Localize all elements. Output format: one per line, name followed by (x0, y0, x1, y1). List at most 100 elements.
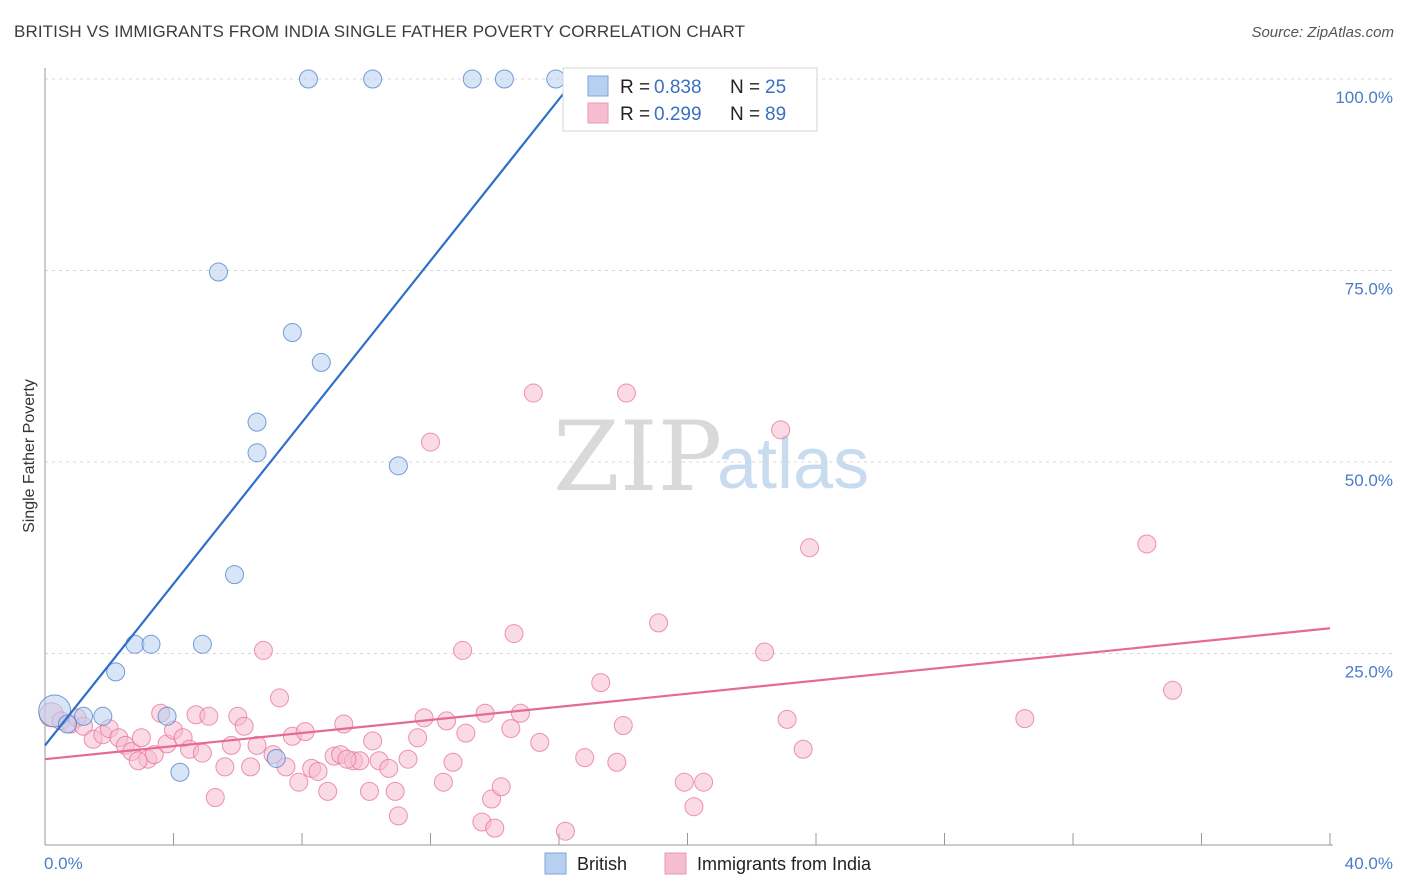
india-point-34 (289, 772, 309, 792)
british-point-3 (93, 706, 113, 726)
india-point-49 (388, 806, 408, 826)
british-point-12 (247, 412, 267, 432)
british-point-10 (225, 565, 245, 585)
india-point-69 (555, 821, 575, 841)
india-point-58 (456, 723, 476, 743)
british-point-2 (74, 706, 94, 726)
british-point-16 (266, 748, 286, 768)
british-point-13 (208, 262, 228, 282)
british-point-15 (311, 352, 331, 372)
british-point-11 (247, 443, 267, 463)
india-point-31 (270, 688, 290, 708)
india-point-50 (398, 749, 418, 769)
chart-title: BRITISH VS IMMIGRANTS FROM INDIA SINGLE … (14, 22, 746, 41)
india-point-85 (1137, 534, 1157, 554)
india-point-22 (205, 788, 225, 808)
x-axis-ticks (44, 833, 1331, 845)
india-point-37 (308, 761, 328, 781)
india-point-70 (575, 748, 595, 768)
india-point-44 (359, 781, 379, 801)
india-point-29 (253, 640, 273, 660)
british-series (38, 69, 755, 782)
bottom-legend-british: British (577, 854, 627, 874)
india-point-23 (215, 757, 235, 777)
india-point-66 (510, 703, 530, 723)
india-point-55 (437, 711, 457, 731)
india-point-84 (1015, 709, 1035, 729)
india-point-28 (247, 735, 267, 755)
india-point-21 (199, 706, 219, 726)
legend-british-n-value: 25 (765, 77, 786, 98)
india-point-72 (607, 752, 627, 772)
grid-lines (45, 78, 1393, 654)
india-point-52 (414, 708, 434, 728)
bottom-legend-swatch-british (544, 852, 567, 875)
india-point-83 (800, 538, 820, 558)
india-point-80 (771, 420, 791, 440)
series-legend: British Immigrants from India (544, 852, 872, 875)
british-point-8 (170, 762, 190, 782)
british-point-19 (363, 69, 383, 89)
british-point-7 (157, 706, 177, 726)
india-point-65 (504, 624, 524, 644)
y-tick-label-100: 100.0% (1335, 88, 1393, 107)
british-point-17 (388, 456, 408, 476)
y-tick-labels: 25.0% 50.0% 75.0% 100.0% (1335, 88, 1393, 682)
india-point-64 (501, 719, 521, 739)
india-point-26 (234, 716, 254, 736)
india-trendline (44, 627, 1331, 761)
trendlines (44, 78, 1331, 761)
india-point-79 (755, 642, 775, 662)
legend-india-n-label: N = (730, 104, 760, 125)
y-tick-label-50: 50.0% (1345, 471, 1393, 490)
british-point-9 (192, 634, 212, 654)
x-tick-label-max: 40.0% (1345, 854, 1393, 873)
british-point-6 (141, 634, 161, 654)
india-point-88 (337, 749, 357, 769)
correlation-legend: R = 0.838 N = 25 R = 0.299 N = 89 (562, 67, 818, 132)
india-point-47 (379, 758, 399, 778)
india-point-71 (591, 673, 611, 693)
british-point-5 (125, 634, 145, 654)
y-axis-label: Single Father Poverty (21, 379, 38, 533)
india-point-87 (128, 751, 148, 771)
british-point-22 (546, 69, 566, 89)
india-point-86 (1163, 680, 1183, 700)
india-point-76 (674, 772, 694, 792)
british-point-21 (494, 69, 514, 89)
india-point-81 (777, 709, 797, 729)
legend-british-r-label: R = (620, 77, 650, 98)
british-point-4 (106, 662, 126, 682)
india-point-62 (485, 818, 505, 838)
india-point-48 (385, 781, 405, 801)
india-point-27 (241, 757, 261, 777)
watermark-atlas: atlas (717, 424, 869, 504)
india-point-74 (616, 383, 636, 403)
legend-swatch-india (587, 102, 609, 124)
india-point-82 (793, 739, 813, 759)
india-point-38 (318, 781, 338, 801)
british-point-20 (462, 69, 482, 89)
legend-india-r-value: 0.299 (654, 104, 702, 125)
bottom-legend-swatch-india (664, 852, 687, 875)
india-point-67 (523, 383, 543, 403)
x-tick-label-min: 0.0% (44, 854, 83, 873)
india-point-63 (491, 777, 511, 797)
india-point-11 (131, 728, 151, 748)
india-point-57 (453, 640, 473, 660)
india-point-78 (694, 772, 714, 792)
india-point-77 (684, 797, 704, 817)
india-point-73 (613, 716, 633, 736)
watermark-zip: ZIP (553, 401, 722, 513)
legend-british-r-value: 0.838 (654, 77, 702, 98)
british-point-18 (298, 69, 318, 89)
india-point-54 (433, 772, 453, 792)
india-point-53 (421, 432, 440, 452)
india-point-56 (443, 752, 463, 772)
legend-swatch-british (587, 75, 609, 97)
india-point-20 (192, 743, 212, 763)
legend-india-n-value: 89 (765, 104, 786, 125)
watermark: ZIP atlas (553, 401, 869, 513)
british-point-1 (57, 714, 77, 734)
